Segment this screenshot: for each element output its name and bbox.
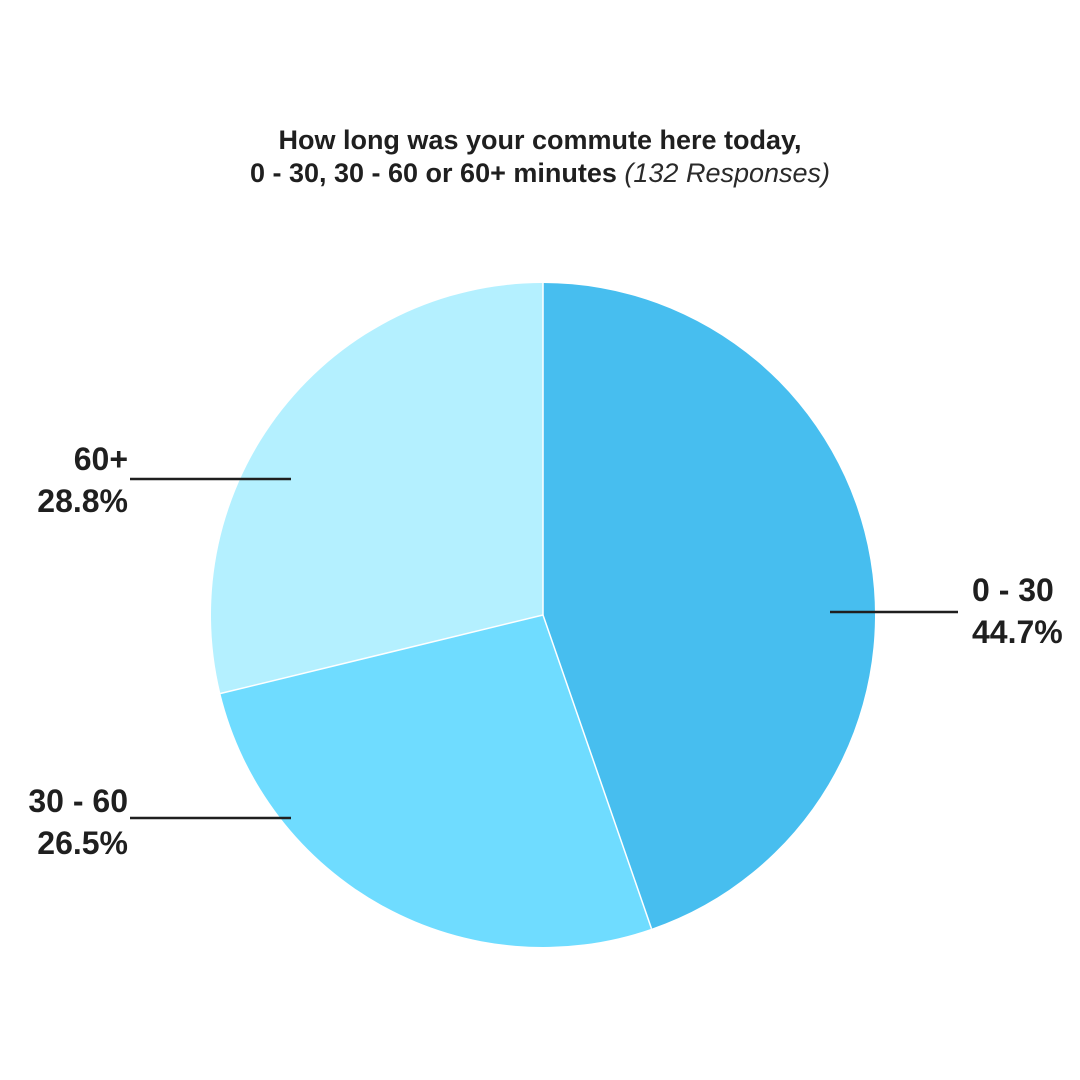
chart-title-line-2: 0 - 30, 30 - 60 or 60+ minutes (132 Resp… <box>0 157 1080 190</box>
chart-title: How long was your commute here today, 0 … <box>0 124 1080 190</box>
pie-labels: 0 - 30 44.7% 30 - 60 26.5% 60+ 28.8% <box>28 441 1062 861</box>
pie-slice-30-60 <box>220 615 652 947</box>
slice-category-label: 60+ <box>74 441 128 477</box>
slice-separator <box>542 614 653 930</box>
slice-value-label: 26.5% <box>37 825 128 861</box>
chart-title-line-1: How long was your commute here today, <box>278 125 802 155</box>
pie-slice-0-30 <box>543 283 876 929</box>
chart-title-line-2-text: 0 - 30, 30 - 60 or 60+ minutes <box>249 158 617 188</box>
chart-subtitle: (132 Responses) <box>624 158 831 188</box>
slice-value-label: 28.8% <box>37 483 128 519</box>
slice-category-label: 30 - 60 <box>28 783 128 819</box>
slice-category-label: 0 - 30 <box>972 572 1054 608</box>
pie-slices <box>211 283 876 947</box>
slice-value-label: 44.7% <box>972 614 1063 650</box>
slice-separator <box>220 614 544 695</box>
pie-slice-60 <box>211 283 544 694</box>
